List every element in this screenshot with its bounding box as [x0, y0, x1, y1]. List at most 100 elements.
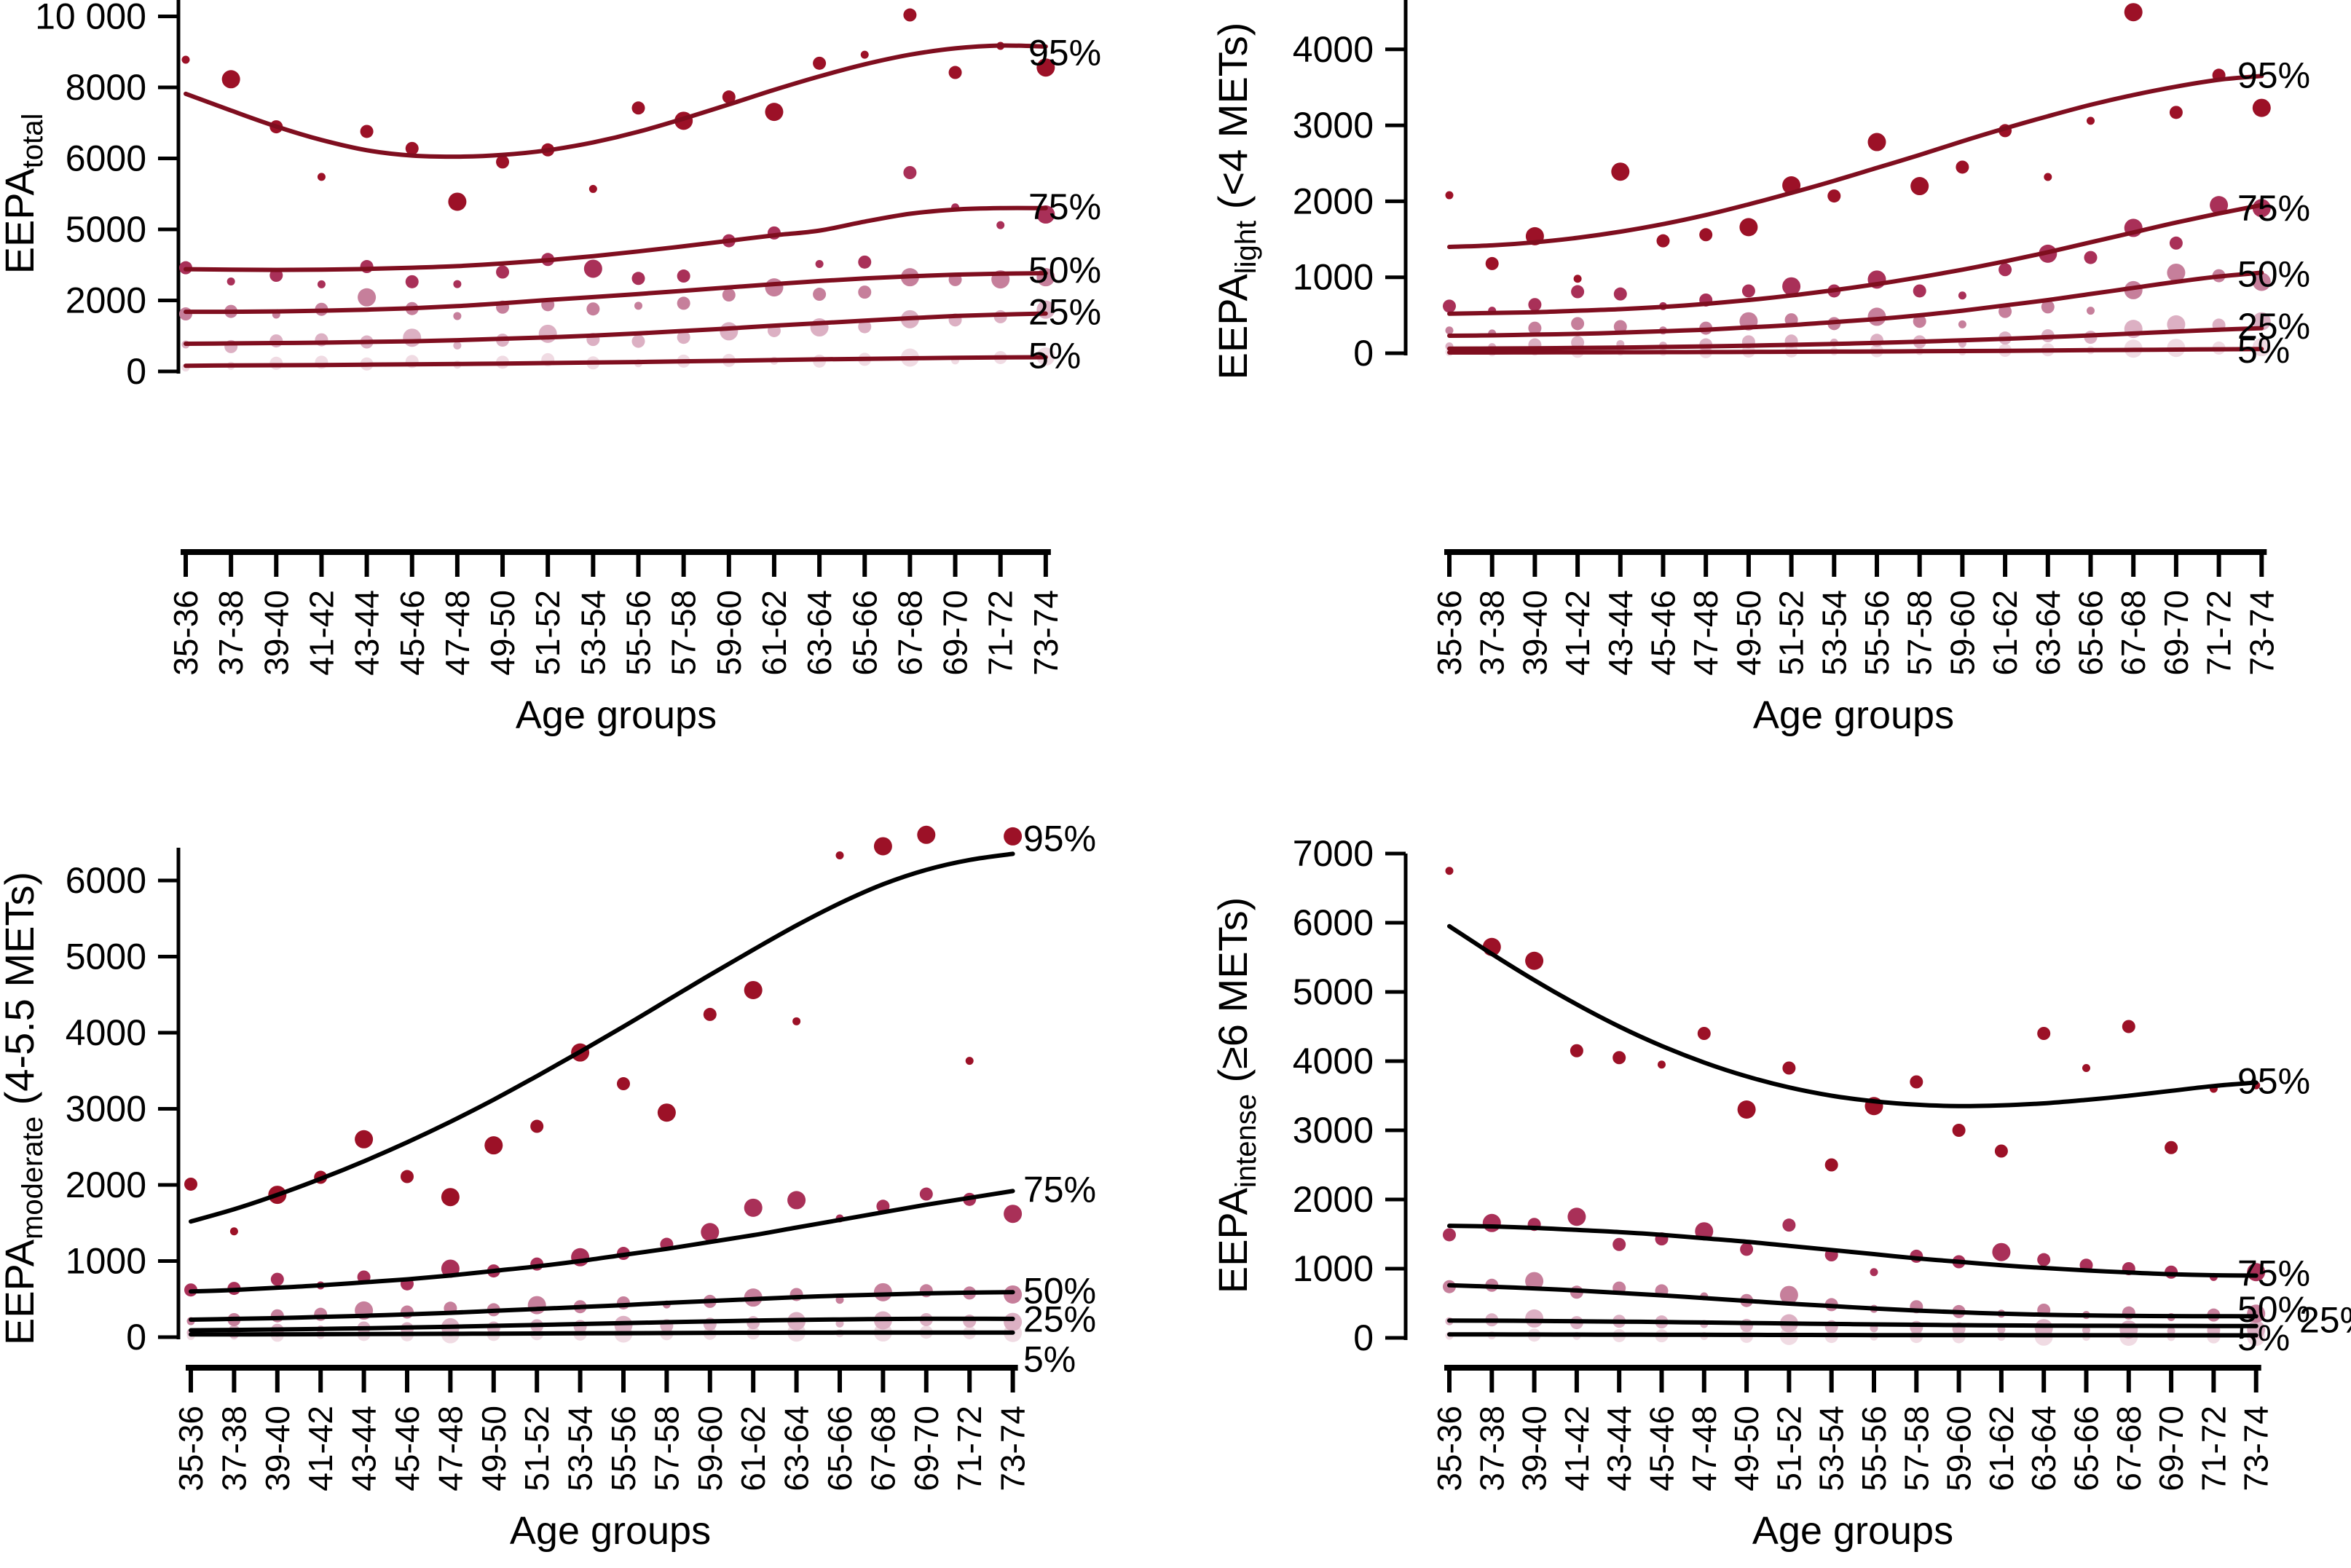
scatter-dot	[1525, 1309, 1544, 1328]
scatter-dot	[401, 1170, 414, 1183]
quantile-curve-5%	[184, 355, 1048, 369]
scatter-dot	[1613, 287, 1627, 301]
scatter-dot	[858, 255, 872, 269]
quantile-curve-95%	[1447, 923, 2259, 1108]
age-tick-label: 59-60	[1943, 590, 1981, 676]
age-tick-label: 67-68	[891, 590, 929, 676]
y-tick-label: 6000	[66, 860, 146, 901]
age-tick-label: 37-38	[1473, 1406, 1511, 1492]
scatter-dot	[2087, 117, 2095, 125]
y-tick-label: 0	[1353, 333, 1374, 374]
scatter-dot	[1658, 1060, 1666, 1069]
scatter-dot	[1992, 1242, 2011, 1261]
age-tick-label: 53-54	[562, 1406, 599, 1492]
age-tick-label: 63-64	[2025, 1406, 2063, 1492]
scatter-dot	[496, 155, 510, 169]
scatter-dot	[631, 101, 645, 115]
y-axis-title-subscript: total	[17, 114, 49, 169]
y-tick-label: 5000	[66, 937, 146, 977]
scatter-dot	[2167, 263, 2186, 282]
y-axis-title-subscript: moderate	[17, 1116, 49, 1240]
scatter-series-75%	[184, 1187, 1023, 1297]
quantile-curve-5%	[189, 1330, 1015, 1337]
scatter-dot	[2169, 106, 2183, 119]
age-tick-label: 35-36	[1430, 1406, 1468, 1492]
scatter-dot	[2037, 1253, 2051, 1266]
age-tick-label: 45-46	[1645, 590, 1682, 676]
scatter-dot	[965, 1057, 974, 1065]
curve-label: 5%	[1028, 336, 1081, 377]
curve-label: 75%	[2237, 1253, 2310, 1294]
scatter-dot	[1482, 1213, 1501, 1232]
scatter-dot	[1611, 162, 1630, 181]
age-tick-label: 57-58	[665, 590, 703, 676]
age-tick-label: 47-48	[1687, 590, 1725, 676]
curve-label: 95%	[1028, 33, 1101, 74]
curve-label: 95%	[2237, 55, 2310, 95]
age-tick-label: 41-42	[1559, 590, 1596, 676]
scatter-dot	[1998, 304, 2012, 318]
panel-eepa-moderate: 0 1000 2000 3000 4000 5000 6000 EEPAmoderate (4…	[0, 819, 1096, 1553]
scatter-dot	[858, 320, 872, 334]
age-tick-label: 41-42	[302, 1406, 339, 1492]
age-tick-label: 57-58	[647, 1406, 685, 1492]
scatter-dot	[1699, 228, 1713, 242]
scatter-dot	[453, 312, 462, 320]
quantile-curve-75%	[189, 1189, 1015, 1294]
scatter-dot	[1827, 189, 1841, 203]
age-tick-label: 39-40	[1516, 590, 1553, 676]
curve-label: 50%	[2237, 254, 2310, 295]
curve-label: 25%	[2237, 306, 2310, 347]
age-tick-label: 55-56	[1858, 590, 1896, 676]
y-tick-label: 4000	[1293, 1041, 1374, 1082]
y-tick-label: 3000	[1293, 105, 1374, 146]
scatter-dot	[2082, 1064, 2090, 1072]
y-tick-label: 4000	[1293, 29, 1374, 70]
age-tick-label: 51-52	[1773, 590, 1811, 676]
scatter-dot	[227, 277, 235, 285]
age-tick-label: 63-64	[2029, 590, 2067, 676]
age-tick-label: 65-66	[846, 590, 883, 676]
scatter-dot	[948, 66, 962, 79]
scatter-dot	[405, 275, 419, 288]
scatter-series-95%	[184, 825, 1023, 1236]
scatter-dot	[1913, 315, 1926, 328]
age-tick-label: 59-60	[710, 590, 748, 676]
scatter-dot	[1910, 1075, 1923, 1089]
scatter-dot	[1656, 234, 1670, 248]
scatter-dot	[1998, 263, 2012, 277]
scatter-dot	[1004, 1312, 1023, 1331]
age-tick-label: 61-62	[1982, 1406, 2020, 1492]
curve-label: 5%	[1023, 1339, 1076, 1380]
age-tick-label: 69-70	[907, 1406, 945, 1492]
age-tick-label: 65-66	[2068, 1406, 2106, 1492]
scatter-dot	[1994, 1144, 2008, 1158]
scatter-dot	[453, 280, 462, 288]
age-tick-label: 39-40	[259, 1406, 296, 1492]
scatter-dot	[2167, 1327, 2175, 1335]
scatter-series-50%	[1445, 263, 2271, 338]
age-tick-label: 43-44	[1600, 1406, 1638, 1492]
scatter-dot	[744, 980, 763, 999]
scatter-dot	[677, 269, 690, 283]
age-tick-label: 71-72	[982, 590, 1020, 676]
age-tick-label: 47-48	[1685, 1406, 1723, 1492]
scatter-dot	[1528, 321, 1542, 335]
age-tick-label: 65-66	[2072, 590, 2110, 676]
y-tick-label: 2000	[1293, 181, 1374, 221]
scatter-dot	[917, 825, 936, 844]
y-tick-label: 4000	[66, 1012, 146, 1053]
age-tick-label: 51-52	[529, 590, 567, 676]
scatter-dot	[229, 1227, 238, 1236]
age-tick-label: 61-62	[734, 1406, 772, 1492]
scatter-dot	[355, 1130, 374, 1149]
age-tick-label: 37-38	[212, 590, 250, 676]
scatter-dot	[1952, 1124, 1966, 1137]
y-tick-label: 1000	[1293, 257, 1374, 298]
curve-label: 25%	[1028, 292, 1101, 333]
scatter-dot	[1956, 160, 1969, 174]
scatter-dot	[1443, 299, 1456, 313]
y-tick-label: 3000	[66, 1089, 146, 1130]
scatter-dot	[181, 55, 190, 64]
age-tick-label: 69-70	[937, 590, 974, 676]
